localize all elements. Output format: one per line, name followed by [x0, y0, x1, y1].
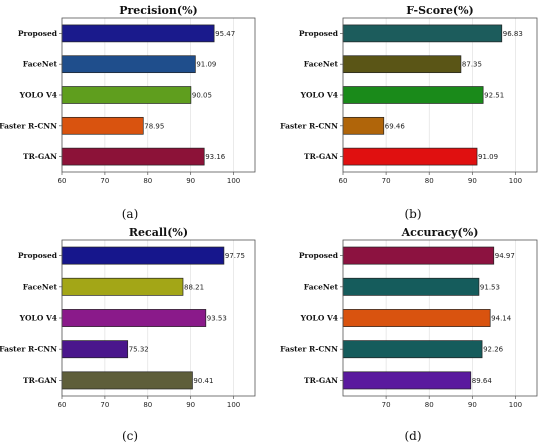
- value-label: 78.95: [144, 122, 164, 130]
- value-label: 90.05: [192, 92, 212, 100]
- panel-label: (c): [122, 429, 138, 443]
- bar-tr-gan: [61, 371, 193, 390]
- bar-tr-gan: [61, 147, 205, 166]
- bar-faster-r-cnn: [342, 116, 385, 135]
- bar-faster-r-cnn: [61, 116, 144, 135]
- category-label: TR-GAN: [23, 376, 57, 385]
- value-label: 92.26: [483, 346, 504, 354]
- value-label: 94.97: [495, 252, 515, 260]
- value-label: 91.53: [480, 283, 500, 291]
- bar-faster-r-cnn: [61, 340, 129, 359]
- category-label: YOLO V4: [19, 91, 57, 100]
- x-tick-label: 70: [382, 401, 391, 409]
- category-label: Faster R-CNN: [0, 345, 57, 354]
- plot-frame: [342, 17, 538, 173]
- bar-proposed: [342, 24, 503, 43]
- chart-panel-0: Precision(%) 95.47 Proposed 91.09 FaceNet 90.…: [0, 4, 256, 221]
- bar-facenet: [342, 277, 480, 296]
- chart-title: Precision(%): [119, 4, 198, 17]
- value-label: 94.14: [491, 315, 512, 323]
- x-tick-label: 100: [227, 177, 240, 185]
- category-label: Proposed: [299, 29, 339, 38]
- x-tick-label: 100: [509, 401, 522, 409]
- x-tick-label: 70: [100, 177, 109, 185]
- category-label: Faster R-CNN: [0, 121, 57, 130]
- value-label: 89.64: [472, 377, 493, 385]
- x-tick-label: 60: [58, 177, 67, 185]
- bar-yolo-v4: [61, 309, 207, 327]
- bar-facenet: [342, 55, 462, 74]
- x-tick-label: 90: [186, 401, 195, 409]
- value-label: 93.53: [207, 315, 227, 323]
- chart-title: Accuracy(%): [401, 226, 479, 239]
- bar-tr-gan: [342, 147, 478, 166]
- chart-title: Recall(%): [129, 226, 188, 239]
- x-tick-label: 90: [186, 177, 195, 185]
- chart-panel-2: Recall(%) 97.75 Proposed 88.21 FaceNet 93.53 Y…: [0, 226, 256, 443]
- value-label: 88.21: [184, 283, 204, 291]
- value-label: 69.46: [385, 122, 406, 130]
- x-tick-label: 80: [425, 177, 434, 185]
- bar-proposed: [61, 246, 225, 265]
- x-tick-label: 80: [143, 401, 152, 409]
- chart-title: F-Score(%): [406, 4, 474, 17]
- chart-panel-3: Accuracy(%) 94.97 Proposed 91.53 FaceNet 94.1…: [280, 226, 538, 443]
- category-label: FaceNet: [304, 282, 339, 291]
- category-label: TR-GAN: [304, 152, 338, 161]
- x-tick-label: 60: [339, 177, 348, 185]
- bar-faster-r-cnn: [342, 340, 483, 359]
- value-label: 75.32: [129, 346, 149, 354]
- bar-tr-gan: [342, 371, 472, 390]
- value-label: 91.09: [196, 61, 216, 69]
- category-label: Proposed: [299, 251, 339, 260]
- bar-yolo-v4: [61, 86, 192, 104]
- plot-frame: [61, 239, 256, 397]
- x-tick-label: 70: [382, 177, 391, 185]
- value-label: 91.09: [478, 153, 498, 161]
- bar-facenet: [61, 277, 184, 296]
- category-label: YOLO V4: [19, 314, 57, 323]
- panel-label: (d): [404, 429, 421, 443]
- bar-facenet: [61, 55, 196, 74]
- category-label: Proposed: [18, 29, 58, 38]
- bar-proposed: [342, 246, 495, 265]
- category-label: Proposed: [18, 251, 58, 260]
- bar-yolo-v4: [342, 309, 491, 327]
- x-tick-label: 90: [468, 177, 477, 185]
- chart-panel-1: F-Score(%) 96.83 Proposed 87.35 FaceNet 92.51…: [280, 4, 538, 221]
- category-label: Faster R-CNN: [280, 121, 338, 130]
- panel-label: (b): [404, 207, 421, 221]
- value-label: 87.35: [462, 61, 482, 69]
- bar-yolo-v4: [342, 86, 484, 104]
- value-label: 90.41: [193, 377, 213, 385]
- value-label: 96.83: [503, 30, 523, 38]
- category-label: TR-GAN: [23, 152, 57, 161]
- x-tick-label: 70: [100, 401, 109, 409]
- x-tick-label: 100: [509, 177, 522, 185]
- x-tick-label: 100: [227, 401, 240, 409]
- x-tick-label: 90: [468, 401, 477, 409]
- category-label: FaceNet: [23, 282, 58, 291]
- plot-frame: [61, 17, 256, 173]
- bar-proposed: [61, 24, 215, 43]
- category-label: FaceNet: [23, 60, 58, 69]
- category-label: Faster R-CNN: [280, 345, 338, 354]
- category-label: FaceNet: [304, 60, 339, 69]
- value-label: 93.16: [205, 153, 226, 161]
- category-label: TR-GAN: [304, 376, 338, 385]
- category-label: YOLO V4: [300, 91, 338, 100]
- x-tick-label: 80: [143, 177, 152, 185]
- x-tick-label: 80: [425, 401, 434, 409]
- value-label: 92.51: [484, 92, 504, 100]
- category-label: YOLO V4: [300, 314, 338, 323]
- value-label: 97.75: [225, 252, 245, 260]
- value-label: 95.47: [215, 30, 235, 38]
- plot-frame: [342, 239, 538, 397]
- x-tick-label: 60: [58, 401, 67, 409]
- panel-label: (a): [122, 207, 139, 221]
